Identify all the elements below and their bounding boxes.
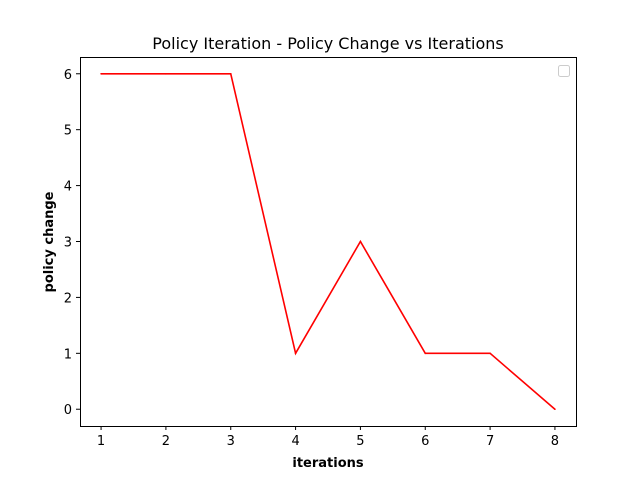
data-point xyxy=(424,352,427,355)
series-line xyxy=(101,72,556,410)
x-axis-label: iterations xyxy=(292,456,364,471)
y-tick-label: 3 xyxy=(64,236,72,251)
x-tick-label: 4 xyxy=(291,434,299,449)
y-axis-label: policy change xyxy=(42,191,57,292)
data-point xyxy=(359,240,362,243)
y-tick-label: 5 xyxy=(64,124,72,139)
x-tick-label: 6 xyxy=(421,434,429,449)
y-tick-label: 2 xyxy=(64,291,72,306)
plot-area-frame xyxy=(80,57,577,427)
legend-box xyxy=(558,65,570,77)
data-point xyxy=(489,352,491,355)
x-tick-label: 5 xyxy=(356,434,364,449)
x-tick-label: 3 xyxy=(227,434,235,449)
y-tick-label: 1 xyxy=(64,347,72,362)
data-point xyxy=(554,408,556,411)
x-tick-label: 8 xyxy=(551,434,559,449)
x-tick-label: 2 xyxy=(162,434,170,449)
chart-title: Policy Iteration - Policy Change vs Iter… xyxy=(152,34,503,53)
data-point xyxy=(100,72,102,75)
y-tick-label: 4 xyxy=(64,180,72,195)
x-tick-label: 1 xyxy=(97,434,105,449)
x-axis: 1 2 3 4 5 6 7 8 xyxy=(97,426,559,449)
series-layer xyxy=(100,72,556,411)
y-tick-label: 6 xyxy=(64,68,72,83)
y-tick-label: 0 xyxy=(64,403,72,418)
data-point xyxy=(294,352,297,355)
x-tick-label: 7 xyxy=(486,434,494,449)
data-point xyxy=(229,72,232,75)
y-axis: 0 1 2 3 4 5 6 xyxy=(64,68,80,418)
data-point xyxy=(165,72,167,75)
